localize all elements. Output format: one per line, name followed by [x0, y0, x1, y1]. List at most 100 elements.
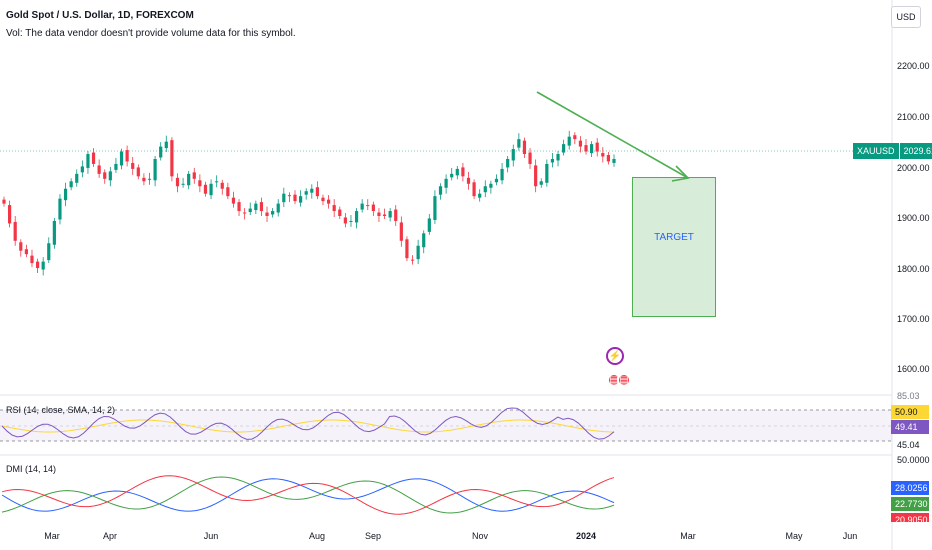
candle-body [181, 183, 185, 185]
candle-body [562, 144, 566, 153]
candle-body [455, 168, 459, 176]
price-tick: 1700.00 [897, 314, 930, 324]
candle-body [52, 220, 56, 245]
candle-body [259, 202, 264, 212]
candle-body [545, 163, 549, 183]
time-tick: Apr [102, 531, 118, 541]
candle-body [584, 145, 588, 152]
dmi-lines [1, 475, 615, 515]
candle-body [410, 259, 415, 261]
currency-button[interactable]: USD [891, 6, 921, 28]
candle-body [125, 150, 129, 162]
rsi-lines [1, 407, 615, 440]
rsi-line [1, 407, 615, 440]
candle-body [293, 194, 297, 202]
dmi-minus-line [1, 475, 615, 515]
candle-body [237, 202, 241, 212]
candle-body [19, 242, 23, 251]
dmi-title[interactable]: DMI (14, 14) [6, 464, 57, 474]
candle-body [422, 233, 426, 248]
candle-body [287, 195, 292, 197]
candle-body [58, 198, 62, 220]
price-tick: 2200.00 [897, 61, 930, 71]
candle-body [466, 177, 471, 184]
price-tick: 1900.00 [897, 213, 930, 223]
candle-body [75, 173, 79, 183]
candle-body [399, 222, 403, 241]
time-tick: Mar [44, 531, 60, 541]
us-flag-icon[interactable]: ▤ [617, 373, 631, 387]
candle-body [63, 188, 68, 201]
lightning-icon[interactable]: ⚡ [606, 347, 624, 365]
candle-body [601, 153, 605, 157]
candle-body [2, 199, 6, 204]
candle-body [550, 158, 555, 163]
candle-body [377, 212, 381, 216]
candle-body [511, 149, 515, 161]
candle-body [338, 209, 342, 216]
candle-body [24, 249, 28, 255]
price-tick: 1800.00 [897, 264, 930, 274]
candle-body [321, 197, 325, 202]
candle-body [91, 152, 96, 164]
candle-body [35, 261, 40, 269]
candle-body [231, 197, 236, 204]
rsi-level-low: 45.04 [897, 440, 920, 450]
candle-body [478, 193, 482, 198]
candle-body [567, 136, 571, 146]
candle-body [349, 220, 353, 222]
candle-body [248, 208, 252, 213]
rsi-band [0, 410, 892, 441]
candle-body [483, 186, 487, 193]
candle-body [556, 154, 560, 161]
time-tick: Jun [842, 531, 858, 541]
candle-body [534, 165, 538, 187]
candle-body [494, 178, 499, 183]
candle-body [136, 167, 140, 177]
dmi-minus-value: 20.9050 [891, 513, 929, 522]
candle-body [147, 178, 152, 180]
price-tick-partial: 85.03 [897, 391, 920, 401]
rsi-title[interactable]: RSI (14, close, SMA, 14, 2) [6, 405, 116, 415]
candle-body [108, 171, 112, 181]
candle-body [590, 144, 594, 154]
candle-body [354, 211, 359, 223]
time-tick: Jun [203, 531, 219, 541]
candle-body [243, 212, 247, 214]
candle-body [41, 261, 45, 270]
candle-body [578, 140, 583, 147]
candle-body [192, 172, 196, 179]
volume-note: Vol: The data vendor doesn't provide vol… [6, 28, 296, 39]
candle-body [69, 181, 73, 188]
rsi-sma-value: 50.90 [891, 405, 929, 419]
candle-body [506, 158, 510, 168]
candle-body [254, 203, 258, 211]
candle-body [371, 204, 375, 212]
candle-body [606, 155, 611, 162]
candle-body [433, 196, 437, 220]
candle-body [304, 191, 308, 195]
price-tick: 1600.00 [897, 364, 930, 374]
symbol-tag-price: 2029.61 [898, 143, 932, 159]
time-tick-year: 2024 [575, 531, 597, 541]
candle-body [332, 205, 336, 212]
candle-body [209, 183, 213, 196]
trend-arrow[interactable] [536, 91, 690, 182]
candle-body [500, 168, 504, 181]
symbol-title[interactable]: Gold Spot / U.S. Dollar, 1D, FOREXCOM [6, 10, 194, 21]
candle-body [203, 184, 208, 194]
time-tick: Sep [364, 531, 382, 541]
candle-body [366, 205, 370, 207]
target-label: TARGET [654, 231, 694, 243]
candle-body [198, 180, 202, 187]
target-box[interactable]: TARGET [632, 177, 716, 317]
candle-body [517, 139, 521, 148]
candle-body [595, 142, 599, 152]
candle-body [343, 217, 347, 224]
candle-body [444, 178, 448, 188]
candle-body [265, 212, 269, 216]
dmi-plus-line [1, 476, 615, 514]
candle-body [131, 162, 135, 169]
